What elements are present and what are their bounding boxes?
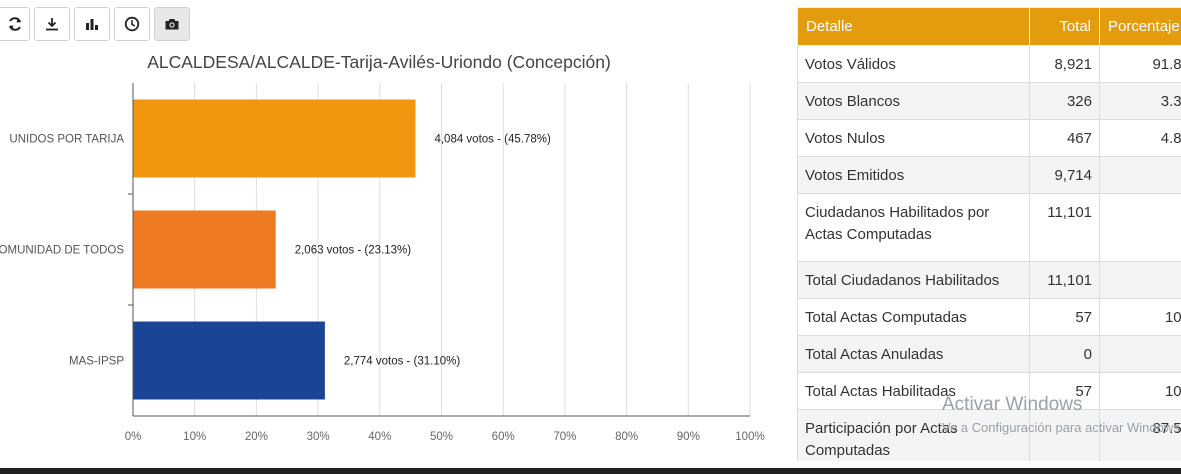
download-icon — [46, 18, 58, 31]
row-total: 57 — [1029, 372, 1100, 410]
row-label: Total Ciudadanos Habilitados — [797, 261, 1030, 299]
table-row: Total Actas Habilitadas57100 — [797, 372, 1181, 410]
row-percentage: 87.51 — [1099, 409, 1181, 461]
table-header-row: Detalle Total Porcentaje — [797, 7, 1181, 46]
header-detalle: Detalle — [797, 7, 1030, 46]
x-tick-label: 70% — [553, 431, 576, 443]
x-tick-label: 0% — [125, 431, 142, 443]
chart-title: ALCALDESA/ALCALDE-Tarija-Avilés-Uriondo … — [147, 52, 611, 72]
bar-data-label: 2,063 votos - (23.13%) — [295, 245, 412, 257]
x-tick-label: 50% — [430, 431, 453, 443]
row-total: 11,101 — [1029, 193, 1100, 262]
row-percentage: 100 — [1099, 298, 1181, 336]
row-percentage: 0 — [1099, 335, 1181, 373]
refresh-icon — [8, 17, 21, 31]
header-porcentaje: Porcentaje — [1099, 7, 1181, 46]
row-label: Votos Nulos — [797, 119, 1030, 157]
x-tick-label: 90% — [677, 431, 700, 443]
row-percentage: 3.36 — [1099, 82, 1181, 120]
x-tick-label: 30% — [307, 431, 330, 443]
table-row: Total Actas Computadas57100 — [797, 298, 1181, 336]
refresh-button[interactable] — [0, 7, 30, 41]
row-percentage: 100 — [1099, 372, 1181, 410]
x-tick-label: 100% — [735, 431, 764, 443]
bar-chart: ALCALDESA/ALCALDE-Tarija-Avilés-Uriondo … — [0, 52, 765, 443]
table-row: Participación por Actas Computadas 87.51 — [797, 409, 1181, 461]
camera-icon — [165, 19, 179, 30]
row-label: Participación por Actas Computadas — [797, 409, 1030, 461]
row-percentage: 4.81 — [1099, 119, 1181, 157]
chart-toolbar — [0, 7, 190, 41]
row-label: Total Actas Computadas — [797, 298, 1030, 336]
results-table: Detalle Total Porcentaje Votos Válidos 8,… — [797, 7, 1181, 461]
table-row: Votos Emitidos 9,714 — [797, 156, 1181, 194]
row-label: Total Actas Anuladas — [797, 335, 1030, 373]
history-button[interactable] — [114, 7, 150, 41]
x-tick-label: 20% — [245, 431, 268, 443]
bar-data-label: 2,774 votos - (31.10%) — [344, 356, 461, 368]
screenshot-button[interactable] — [154, 7, 190, 41]
bar[interactable] — [133, 99, 416, 178]
row-total: 326 — [1029, 82, 1100, 120]
chart-axes: 0% 10% 20% 30% 40% 50% 60% 70% 80% 90% 100% UNIDOS … — [0, 83, 765, 443]
x-tick-label: 80% — [615, 431, 638, 443]
bar[interactable] — [133, 210, 276, 289]
row-percentage — [1099, 193, 1181, 262]
row-total: 0 — [1029, 335, 1100, 373]
category-label: COMUNIDAD DE TODOS — [0, 245, 124, 257]
download-button[interactable] — [34, 7, 70, 41]
row-percentage — [1099, 261, 1181, 299]
row-label: Votos Válidos — [797, 45, 1030, 83]
category-label: MAS-IPSP — [69, 356, 124, 368]
row-total — [1029, 409, 1100, 461]
row-percentage: 91.84 — [1099, 45, 1181, 83]
row-label: Total Actas Habilitadas — [797, 372, 1030, 410]
x-tick-label: 10% — [183, 431, 206, 443]
table-row: Total Ciudadanos Habilitados 11,101 — [797, 261, 1181, 299]
bar-data-label: 4,084 votos - (45.78%) — [434, 134, 551, 146]
results-table-panel: Detalle Total Porcentaje Votos Válidos 8,… — [797, 7, 1181, 461]
category-label: UNIDOS POR TARIJA — [9, 134, 124, 146]
row-percentage — [1099, 156, 1181, 194]
row-total: 11,101 — [1029, 261, 1100, 299]
row-label: Ciudadanos Habilitados por Actas Computa… — [797, 193, 1030, 262]
row-total: 467 — [1029, 119, 1100, 157]
row-total: 8,921 — [1029, 45, 1100, 83]
bar-chart-button[interactable] — [74, 7, 110, 41]
chart-bars: 4,084 votos - (45.78%) 2,063 votos - (23.… — [133, 99, 551, 400]
x-tick-label: 40% — [368, 431, 391, 443]
x-tick-label: 60% — [492, 431, 515, 443]
row-total: 57 — [1029, 298, 1100, 336]
row-label: Votos Blancos — [797, 82, 1030, 120]
table-row: Ciudadanos Habilitados por Actas Computa… — [797, 193, 1181, 262]
bar-chart-icon — [86, 19, 98, 30]
header-total: Total — [1029, 7, 1100, 46]
row-label: Votos Emitidos — [797, 156, 1030, 194]
table-row: Total Actas Anuladas00 — [797, 335, 1181, 373]
clock-icon — [124, 16, 140, 32]
taskbar-edge — [0, 468, 1181, 474]
row-total: 9,714 — [1029, 156, 1100, 194]
bar[interactable] — [133, 321, 325, 400]
